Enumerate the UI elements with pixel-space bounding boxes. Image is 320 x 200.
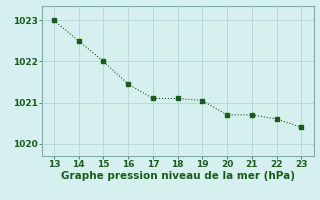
X-axis label: Graphe pression niveau de la mer (hPa): Graphe pression niveau de la mer (hPa) — [60, 171, 295, 181]
